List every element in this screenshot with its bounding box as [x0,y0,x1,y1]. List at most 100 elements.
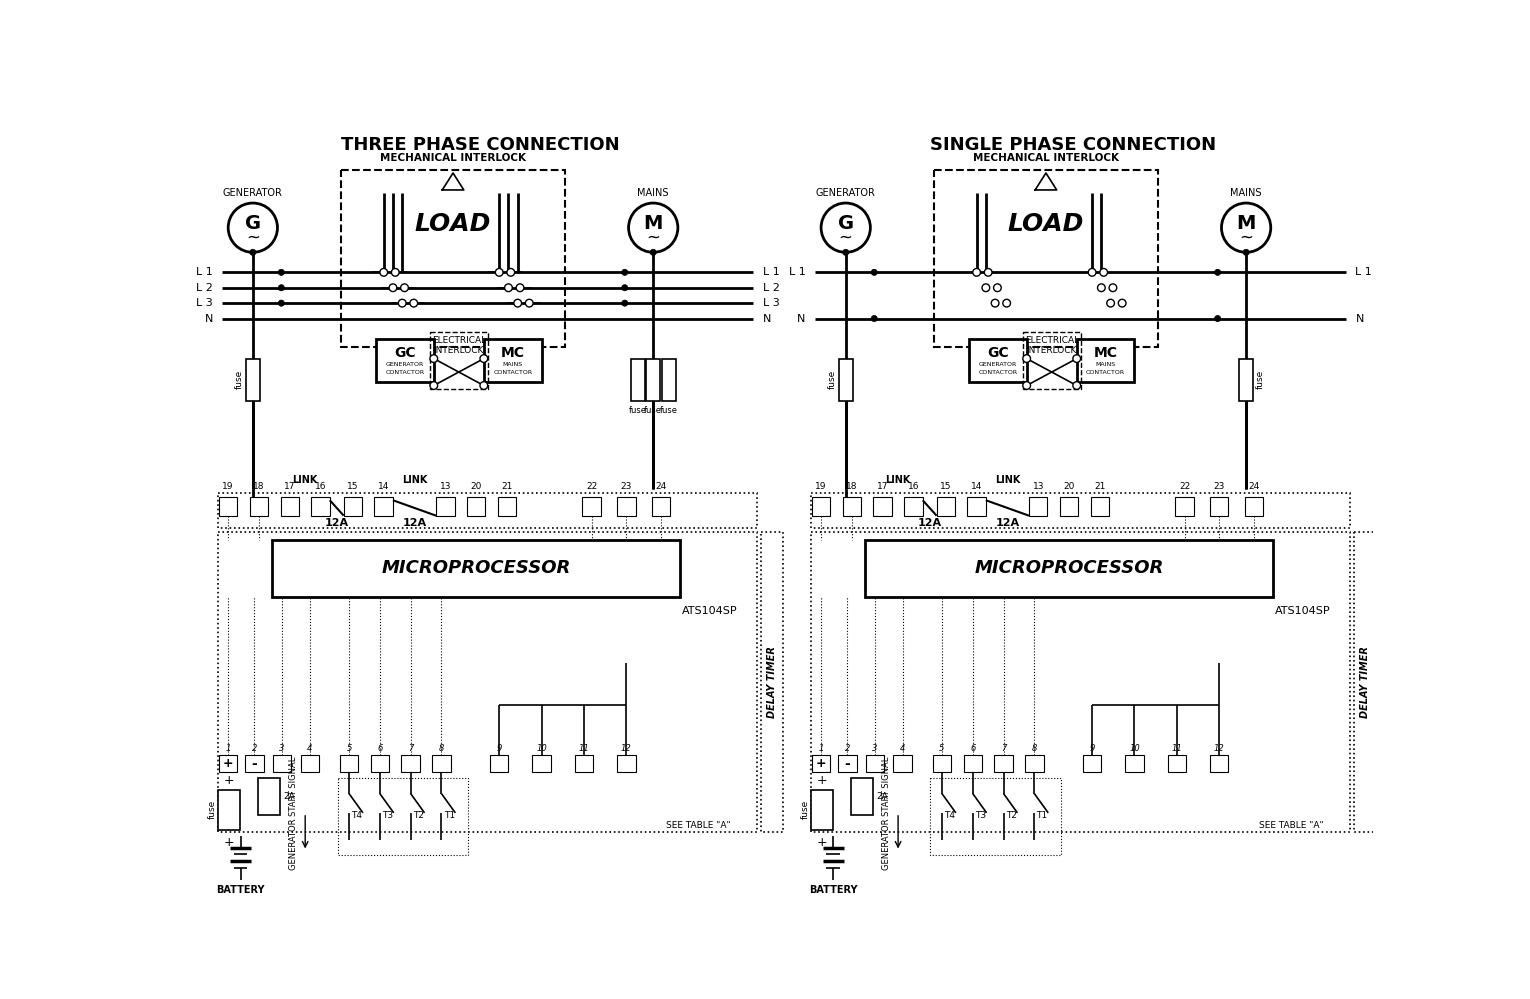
Text: 24: 24 [655,483,667,492]
Text: 12A: 12A [918,518,942,528]
Text: 23: 23 [621,483,632,492]
Bar [430,332,488,390]
Circle shape [973,269,981,276]
Text: 2: 2 [251,744,257,753]
Bar [994,755,1013,772]
Text: 3: 3 [280,744,285,753]
Text: 22: 22 [586,483,597,492]
Circle shape [410,300,418,307]
Text: 2A: 2A [877,792,887,801]
Text: 13: 13 [439,483,451,492]
Text: 1: 1 [819,744,823,753]
Text: LINK: LINK [994,476,1021,486]
Bar [344,498,363,516]
Bar [933,755,952,772]
Text: LINK: LINK [886,476,910,486]
Bar [219,755,237,772]
Bar [280,498,298,516]
Bar [467,498,485,516]
Circle shape [1100,269,1108,276]
Bar [249,498,268,516]
Text: 3: 3 [872,744,878,753]
Text: GENERATOR: GENERATOR [223,188,283,198]
Bar [838,359,852,401]
Text: CONTACTOR: CONTACTOR [493,370,532,375]
Text: MAINS: MAINS [638,188,669,198]
Text: MAINS: MAINS [1095,363,1115,368]
Text: ~: ~ [838,229,852,247]
Bar [436,498,454,516]
Text: +: + [817,835,828,848]
Bar [401,755,419,772]
Text: DELAY TIMER: DELAY TIMER [767,646,777,718]
Bar [874,498,892,516]
Text: ~: ~ [646,229,661,247]
Text: SEE TABLE "A": SEE TABLE "A" [1259,821,1323,830]
Text: 10: 10 [1129,744,1140,753]
Text: MICROPROCESSOR: MICROPROCESSOR [975,559,1164,577]
Text: L 1: L 1 [789,268,806,278]
Text: LOAD: LOAD [1008,212,1085,236]
Bar [864,539,1273,597]
Text: INTERLOCK: INTERLOCK [433,346,483,355]
Text: CONTACTOR: CONTACTOR [386,370,424,375]
Circle shape [506,269,514,276]
Text: 21: 21 [502,483,513,492]
Bar [311,498,330,516]
Circle shape [621,270,627,276]
Text: 6: 6 [378,744,382,753]
Bar [497,498,516,516]
Text: 12A: 12A [402,518,427,528]
Text: BATTERY: BATTERY [809,885,858,895]
Text: GC: GC [395,347,416,361]
Bar [812,498,831,516]
Text: 19: 19 [815,483,826,492]
Text: +: + [223,757,234,770]
Circle shape [1106,300,1114,307]
Bar [1175,498,1193,516]
Bar [370,755,389,772]
Text: GENERATOR START SIGNAL: GENERATOR START SIGNAL [289,756,298,869]
Bar [259,778,280,815]
Bar [1210,498,1229,516]
Text: 14: 14 [972,483,982,492]
Circle shape [1024,382,1031,390]
Circle shape [1109,284,1117,292]
Text: N: N [1356,314,1363,324]
Bar [760,531,782,832]
Text: 6: 6 [970,744,976,753]
Text: 9: 9 [1089,744,1095,753]
Text: BATTERY: BATTERY [216,885,265,895]
Text: 22: 22 [1180,483,1190,492]
Text: T2: T2 [413,811,424,820]
Text: DELAY TIMER: DELAY TIMER [1360,646,1369,718]
Bar [630,359,644,401]
Bar [1060,498,1079,516]
Text: 19: 19 [222,483,234,492]
Text: T3: T3 [382,811,393,820]
Bar [219,498,237,516]
Text: 14: 14 [378,483,390,492]
Text: +: + [223,835,234,848]
Text: 23: 23 [1213,483,1226,492]
Text: L 1: L 1 [1356,268,1372,278]
Text: L 3: L 3 [196,298,213,308]
Text: 18: 18 [846,483,858,492]
Text: 2: 2 [845,744,851,753]
Bar [340,755,358,772]
Circle shape [1073,382,1080,390]
Bar [617,755,635,772]
Text: T1: T1 [1036,811,1048,820]
Circle shape [1215,316,1221,322]
Text: 18: 18 [254,483,265,492]
Circle shape [1088,269,1095,276]
Circle shape [621,285,627,291]
Text: 21: 21 [1094,483,1106,492]
Text: MAINS: MAINS [1230,188,1262,198]
Text: T1: T1 [444,811,454,820]
Text: MECHANICAL INTERLOCK: MECHANICAL INTERLOCK [973,154,1118,164]
Circle shape [1024,355,1031,363]
Text: 4: 4 [308,744,312,753]
Circle shape [496,269,503,276]
Bar [1091,498,1109,516]
